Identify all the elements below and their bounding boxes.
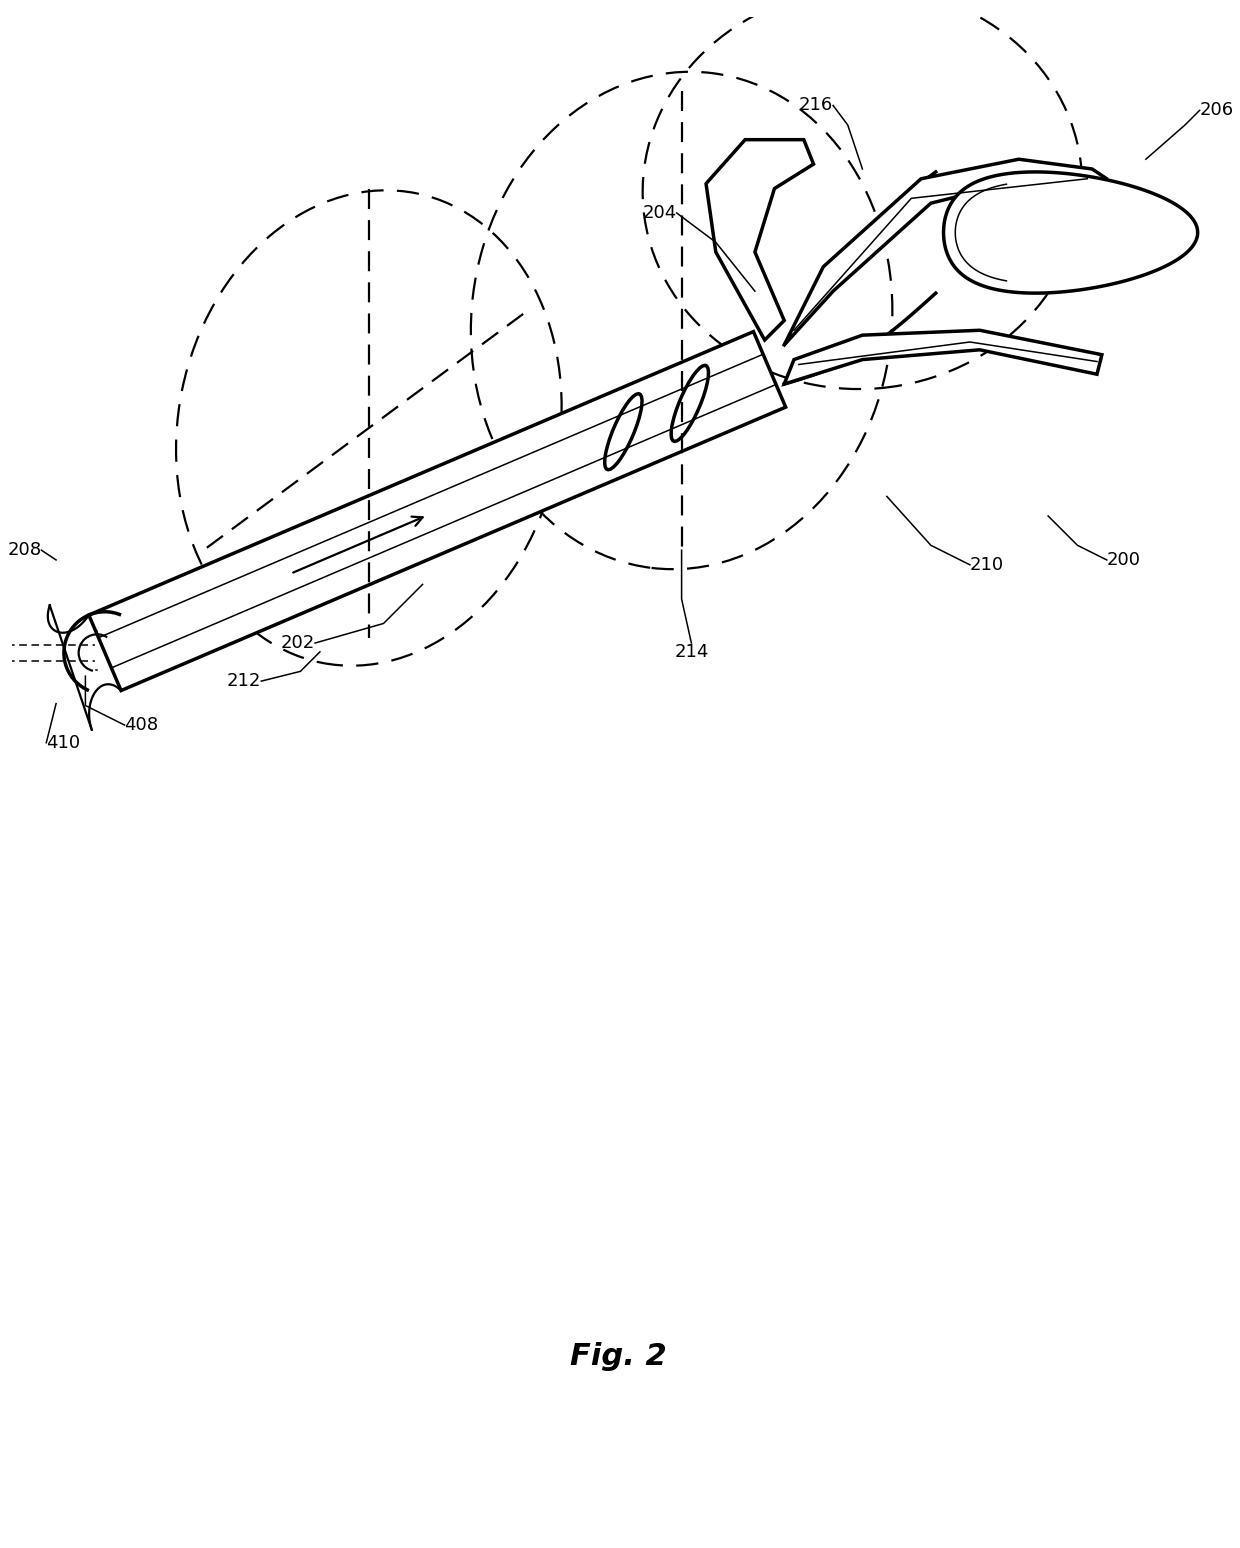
Polygon shape [706,139,813,341]
Text: 200: 200 [1107,551,1141,570]
Polygon shape [89,331,786,690]
Text: 214: 214 [675,642,708,661]
Text: 216: 216 [799,96,833,115]
Text: 202: 202 [280,635,315,652]
Polygon shape [944,172,1198,293]
Text: 210: 210 [970,556,1004,574]
Polygon shape [784,330,1102,384]
Polygon shape [784,159,1107,345]
Text: 208: 208 [7,542,41,559]
Text: 410: 410 [46,734,81,752]
Text: 206: 206 [1199,101,1234,119]
Text: 408: 408 [124,717,159,734]
Text: 212: 212 [227,672,262,690]
Text: 204: 204 [642,204,677,221]
Text: Fig. 2: Fig. 2 [569,1342,666,1372]
